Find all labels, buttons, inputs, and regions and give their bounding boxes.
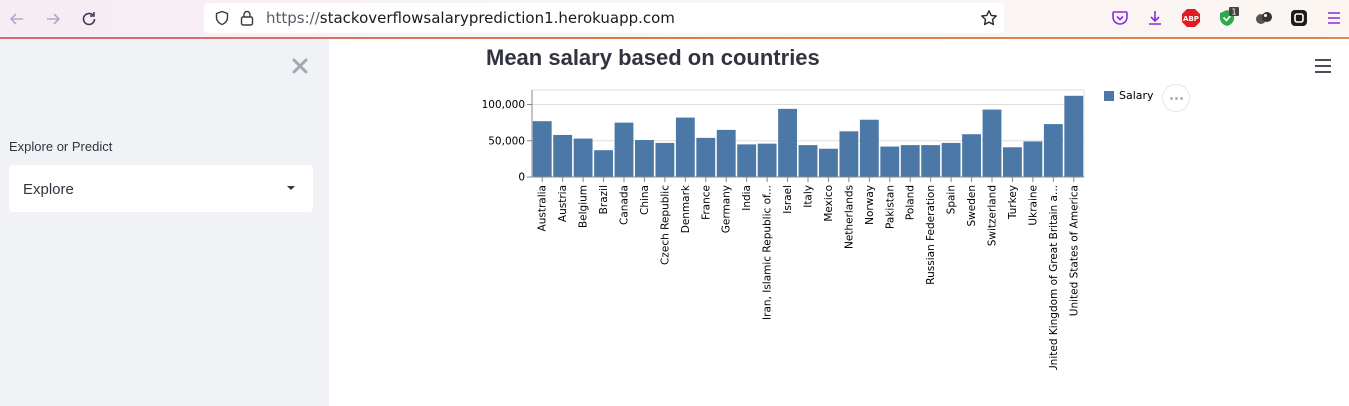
bar xyxy=(900,145,920,177)
bar xyxy=(1023,141,1043,177)
bar xyxy=(941,142,961,177)
x-tick-label: Ukraine xyxy=(1027,185,1039,226)
x-tick-label: Poland xyxy=(905,185,917,220)
app-menu-icon[interactable] xyxy=(1323,7,1345,29)
x-tick-label: Australia xyxy=(537,185,549,231)
bar xyxy=(655,142,675,177)
bar xyxy=(716,129,736,177)
x-tick-label: India xyxy=(741,185,753,211)
x-tick-label: Russian Federation xyxy=(925,185,937,285)
x-tick-label: Iran, Islamic Republic of... xyxy=(762,185,774,320)
reload-icon xyxy=(82,12,96,26)
star-icon[interactable] xyxy=(980,9,998,27)
back-button[interactable] xyxy=(5,7,29,31)
legend-swatch xyxy=(1104,91,1114,101)
x-tick-label: Denmark xyxy=(680,184,692,233)
x-tick-label: Pakistan xyxy=(884,185,896,229)
bar xyxy=(594,150,613,177)
bar xyxy=(1003,147,1022,177)
extension-dots-icon[interactable] xyxy=(1253,7,1275,29)
sidebar: Explore or Predict Explore xyxy=(0,39,329,406)
x-tick-label: China xyxy=(639,185,651,215)
x-tick-label: Switzerland xyxy=(987,185,999,246)
y-tick-label: 100,000 xyxy=(482,99,525,111)
bar xyxy=(880,146,900,177)
bar xyxy=(1043,124,1063,177)
bar xyxy=(982,109,1002,177)
bar xyxy=(859,119,879,177)
x-tick-label: Sweden xyxy=(966,185,978,227)
legend-label: Salary xyxy=(1119,89,1154,102)
x-tick-label: Austria xyxy=(557,185,569,222)
bar xyxy=(675,117,695,177)
explore-predict-label: Explore or Predict xyxy=(9,139,113,154)
x-tick-label: Italy xyxy=(803,185,815,208)
abp-text: ABP xyxy=(1183,15,1199,23)
select-value: Explore xyxy=(23,181,74,198)
bar xyxy=(798,145,818,177)
dot xyxy=(1170,97,1173,100)
url-text[interactable]: https://stackoverflowsalaryprediction1.h… xyxy=(266,9,675,27)
toolbar-accent-line xyxy=(0,37,1349,39)
y-tick-label: 50,000 xyxy=(488,135,525,147)
x-tick-label: United States of America xyxy=(1068,185,1080,316)
download-icon[interactable] xyxy=(1144,7,1166,29)
y-tick-label: 0 xyxy=(518,172,525,184)
bar xyxy=(635,140,654,177)
bar xyxy=(819,148,838,177)
browser-toolbar: https://stackoverflowsalaryprediction1.h… xyxy=(0,0,1349,38)
bar xyxy=(532,121,552,177)
x-tick-label: Brazil xyxy=(598,185,610,214)
hamburger-menu-icon[interactable] xyxy=(1314,58,1332,74)
back-arrow-icon xyxy=(9,13,23,25)
bar xyxy=(737,144,757,177)
bar xyxy=(839,131,859,177)
x-tick-label: Spain xyxy=(946,185,958,214)
forward-arrow-icon xyxy=(47,13,61,25)
bar xyxy=(553,134,573,177)
bar xyxy=(696,137,716,177)
x-tick-label: United Kingdom of Great Britain a... xyxy=(1048,185,1060,370)
explore-predict-select[interactable]: Explore xyxy=(9,165,313,212)
dot xyxy=(1175,97,1178,100)
x-tick-label: Czech Republic xyxy=(659,185,671,265)
shield-icon[interactable] xyxy=(214,10,230,26)
x-tick-label: Canada xyxy=(619,185,631,225)
x-tick-label: France xyxy=(700,185,712,220)
x-tick-label: Germany xyxy=(721,185,733,233)
extension-box-icon[interactable] xyxy=(1288,7,1310,29)
x-tick-label: Turkey xyxy=(1007,185,1019,220)
adblock-icon[interactable]: ABP xyxy=(1180,7,1202,29)
bar xyxy=(921,145,941,177)
shield-extension-icon[interactable]: 1 xyxy=(1217,7,1239,29)
x-tick-label: Norway xyxy=(864,185,876,225)
bar xyxy=(962,134,981,177)
bar xyxy=(614,122,634,177)
x-tick-label: Belgium xyxy=(578,185,590,228)
bar xyxy=(573,138,593,177)
salary-bar-chart: 0 50,000 100,000 Australia Austria Belgium Bra… xyxy=(482,89,1085,370)
pocket-icon[interactable] xyxy=(1109,7,1131,29)
bar xyxy=(757,143,777,177)
address-bar[interactable]: https://stackoverflowsalaryprediction1.h… xyxy=(204,3,1004,33)
x-tick-label: Mexico xyxy=(823,185,835,222)
x-tick-label: Israel xyxy=(782,185,794,214)
close-icon[interactable] xyxy=(289,55,311,77)
reload-button[interactable] xyxy=(77,7,101,31)
dot xyxy=(1180,97,1183,100)
bar xyxy=(778,108,797,177)
url-host: stackoverflowsalaryprediction1.herokuapp… xyxy=(319,9,675,27)
chevron-down-icon xyxy=(287,186,295,190)
x-tick-label: Netherlands xyxy=(843,185,855,249)
bar xyxy=(1064,95,1084,177)
chart-actions-button[interactable] xyxy=(1162,84,1190,112)
forward-button[interactable] xyxy=(41,7,65,31)
page-title: Mean salary based on countries xyxy=(486,45,820,70)
extension-badge: 1 xyxy=(1231,8,1236,17)
lock-icon[interactable] xyxy=(239,9,255,27)
url-scheme: https:// xyxy=(266,9,320,27)
